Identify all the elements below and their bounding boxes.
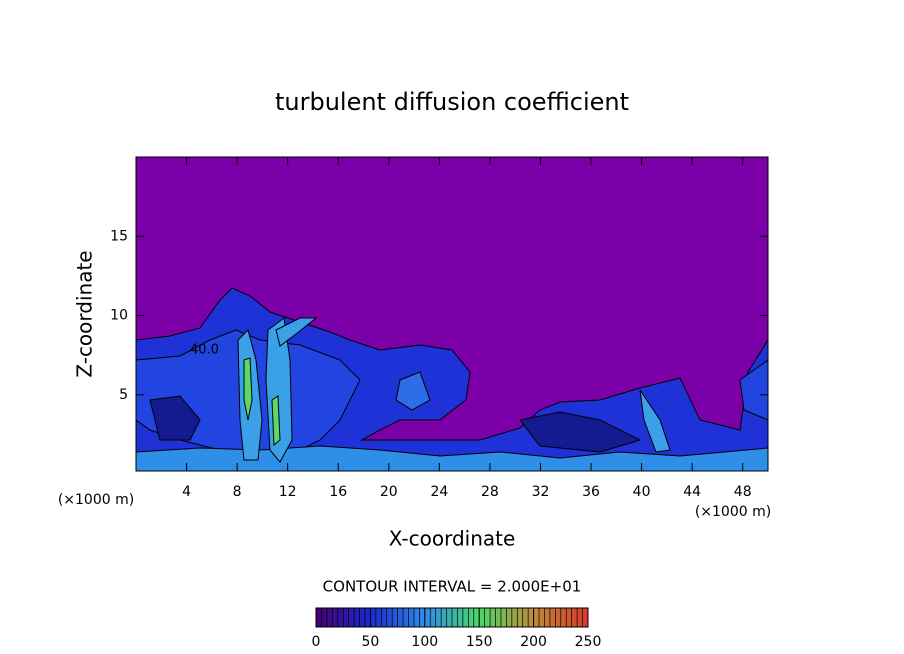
y-axis-label: Z-coordinate	[73, 250, 97, 377]
y-unit: (×1000 m)	[58, 492, 134, 508]
x-tick-label: 40	[633, 484, 651, 500]
x-tick-label: 36	[582, 484, 600, 500]
x-tick-label: 44	[683, 484, 701, 500]
colorbar-tick-label: 150	[466, 634, 493, 650]
x-tick-label: 32	[532, 484, 550, 500]
contour-label: 40.0	[190, 343, 219, 358]
x-unit: (×1000 m)	[695, 504, 771, 520]
field	[136, 157, 768, 471]
x-tick-label: 20	[380, 484, 398, 500]
contour-interval: CONTOUR INTERVAL = 2.000E+01	[323, 578, 582, 596]
colorbar-tick-label: 0	[312, 634, 321, 650]
x-tick-label: 24	[430, 484, 448, 500]
x-tick-label: 16	[329, 484, 347, 500]
y-tick-label: 15	[110, 228, 128, 244]
plot-frame	[135, 156, 769, 472]
x-tick-label: 4	[182, 484, 191, 500]
y-tick-label: 10	[110, 308, 128, 324]
chart-title: turbulent diffusion coefficient	[275, 88, 629, 116]
colorbar-tick-label: 250	[575, 634, 602, 650]
x-tick-label: 8	[233, 484, 242, 500]
colorbar-tick-label: 100	[411, 634, 438, 650]
y-tick-label: 5	[119, 387, 128, 403]
colorbar-tick-label: 50	[361, 634, 379, 650]
colorbar-tick-label: 200	[520, 634, 547, 650]
x-tick-label: 28	[481, 484, 499, 500]
x-tick-label: 12	[279, 484, 297, 500]
x-tick-label: 48	[734, 484, 752, 500]
x-axis-label: X-coordinate	[389, 527, 516, 551]
